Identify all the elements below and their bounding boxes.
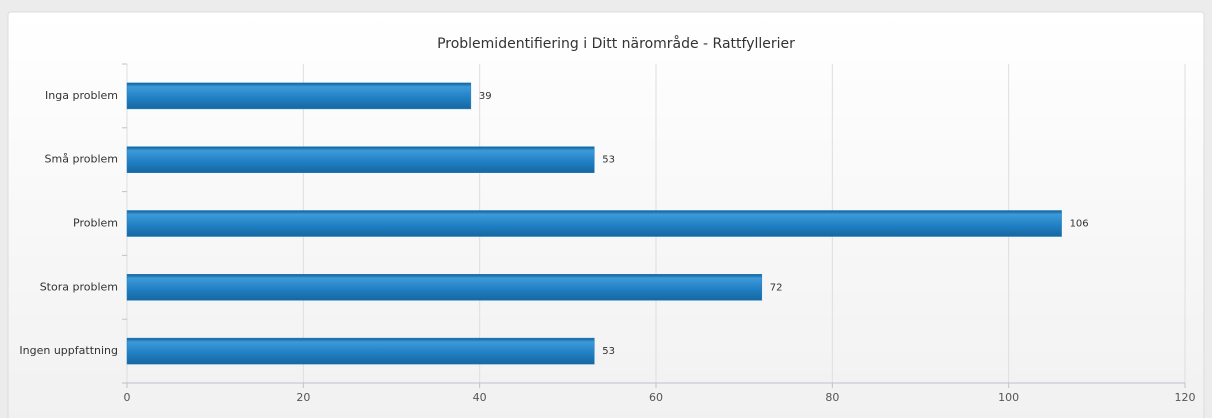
data-label: 39	[479, 91, 492, 102]
chart-title: Problemidentifiering i Ditt närområde - …	[437, 35, 795, 52]
y-tick-label: Problem	[73, 217, 118, 230]
data-label: 53	[602, 346, 615, 357]
y-tick-label: Stora problem	[40, 280, 118, 293]
x-tick-label: 20	[296, 391, 310, 404]
bar	[126, 337, 595, 365]
x-tick-label: 40	[473, 391, 487, 404]
x-tick-label: 0	[124, 391, 131, 404]
data-label: 53	[602, 155, 615, 166]
y-tick-label: Ingen uppfattning	[19, 344, 118, 357]
y-tick-label: Inga problem	[45, 89, 118, 102]
x-tick-label: 80	[825, 391, 839, 404]
bar	[126, 274, 763, 301]
data-label: 72	[770, 282, 783, 293]
x-tick-label: 60	[649, 391, 663, 404]
marks-layer: Inga problem 39 Små problem 53 Problem 106 Sto…	[19, 82, 1089, 365]
bar	[126, 210, 1062, 237]
bar	[126, 146, 595, 173]
bar	[126, 82, 472, 110]
data-label: 106	[1070, 219, 1089, 230]
x-tick-label: 100	[998, 391, 1019, 404]
x-tick-label: 120	[1175, 391, 1196, 404]
y-tick-label: Små problem	[45, 153, 118, 166]
